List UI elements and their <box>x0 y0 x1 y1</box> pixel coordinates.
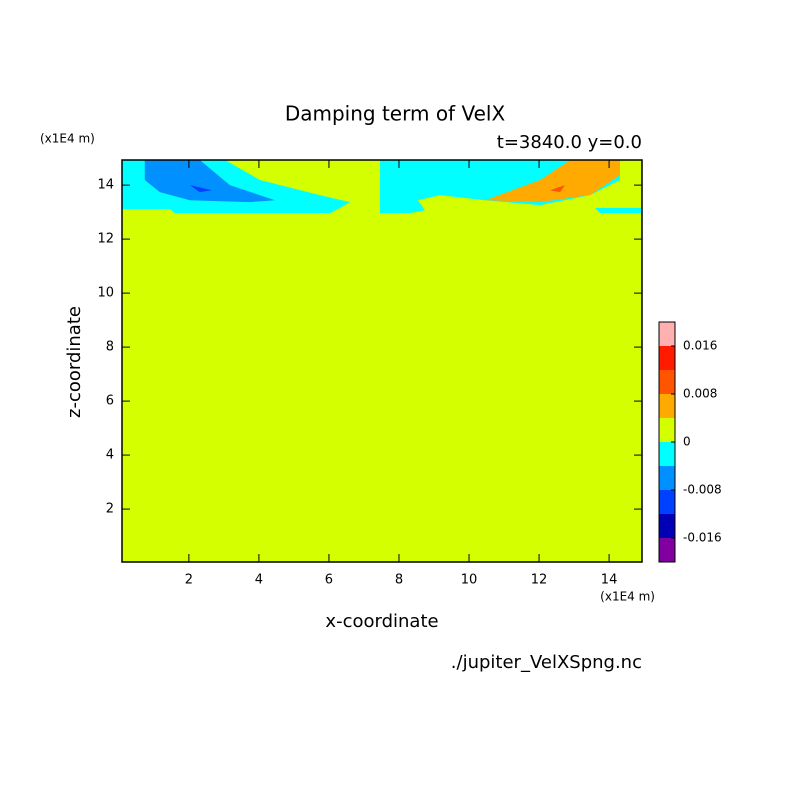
colorbar-swatch <box>659 418 675 442</box>
y-tick-label: 14 <box>97 178 114 193</box>
contour-region <box>595 208 642 214</box>
colorbar-swatch <box>659 370 675 394</box>
x-tick-label: 6 <box>325 573 333 588</box>
contour-region <box>549 185 565 193</box>
plot-frame <box>121 159 643 563</box>
colorbar-tick-label: 0.008 <box>683 387 717 401</box>
source-label: ./jupiter_VelXSpng.nc <box>451 652 642 673</box>
x-tick-label: 10 <box>461 573 478 588</box>
x-tick-label: 14 <box>601 573 618 588</box>
colorbar-tick-label: 0.016 <box>683 339 717 353</box>
chart-title: Damping term of VelX <box>285 102 506 126</box>
colorbar-swatch <box>659 538 675 562</box>
x-tick-label: 2 <box>185 573 193 588</box>
y-tick-label: 2 <box>106 502 114 517</box>
x-tick-label: 12 <box>531 573 548 588</box>
y-tick-label: 8 <box>106 340 114 355</box>
colorbar-swatch <box>659 490 675 514</box>
y-tick-label: 6 <box>106 394 114 409</box>
colorbar-swatch <box>659 514 675 538</box>
colorbar-swatch <box>659 346 675 370</box>
colorbar-swatch <box>659 466 675 490</box>
colorbar-tick-label: -0.008 <box>683 483 722 497</box>
colorbar-swatch <box>659 442 675 466</box>
y-axis-label: z-coordinate <box>64 306 85 418</box>
x-tick-label: 8 <box>395 573 403 588</box>
colorbar-tick-label: -0.016 <box>683 531 722 545</box>
y-tick-label: 10 <box>97 286 114 301</box>
x-tick-label: 4 <box>255 573 263 588</box>
contour-region <box>144 160 276 203</box>
y-unit: (x1E4 m) <box>40 132 95 146</box>
colorbar-tick-label: 0 <box>683 435 691 449</box>
contour-region <box>122 160 642 562</box>
colorbar-swatch <box>659 394 675 418</box>
contour-region <box>189 185 212 193</box>
y-tick-label: 12 <box>97 232 114 247</box>
chart-subtitle: t=3840.0 y=0.0 <box>497 132 642 153</box>
x-axis-label: x-coordinate <box>325 611 438 632</box>
colorbar-swatch <box>659 322 675 346</box>
y-tick-label: 4 <box>106 448 114 463</box>
x-unit: (x1E4 m) <box>600 590 655 604</box>
contour-region <box>485 160 620 203</box>
